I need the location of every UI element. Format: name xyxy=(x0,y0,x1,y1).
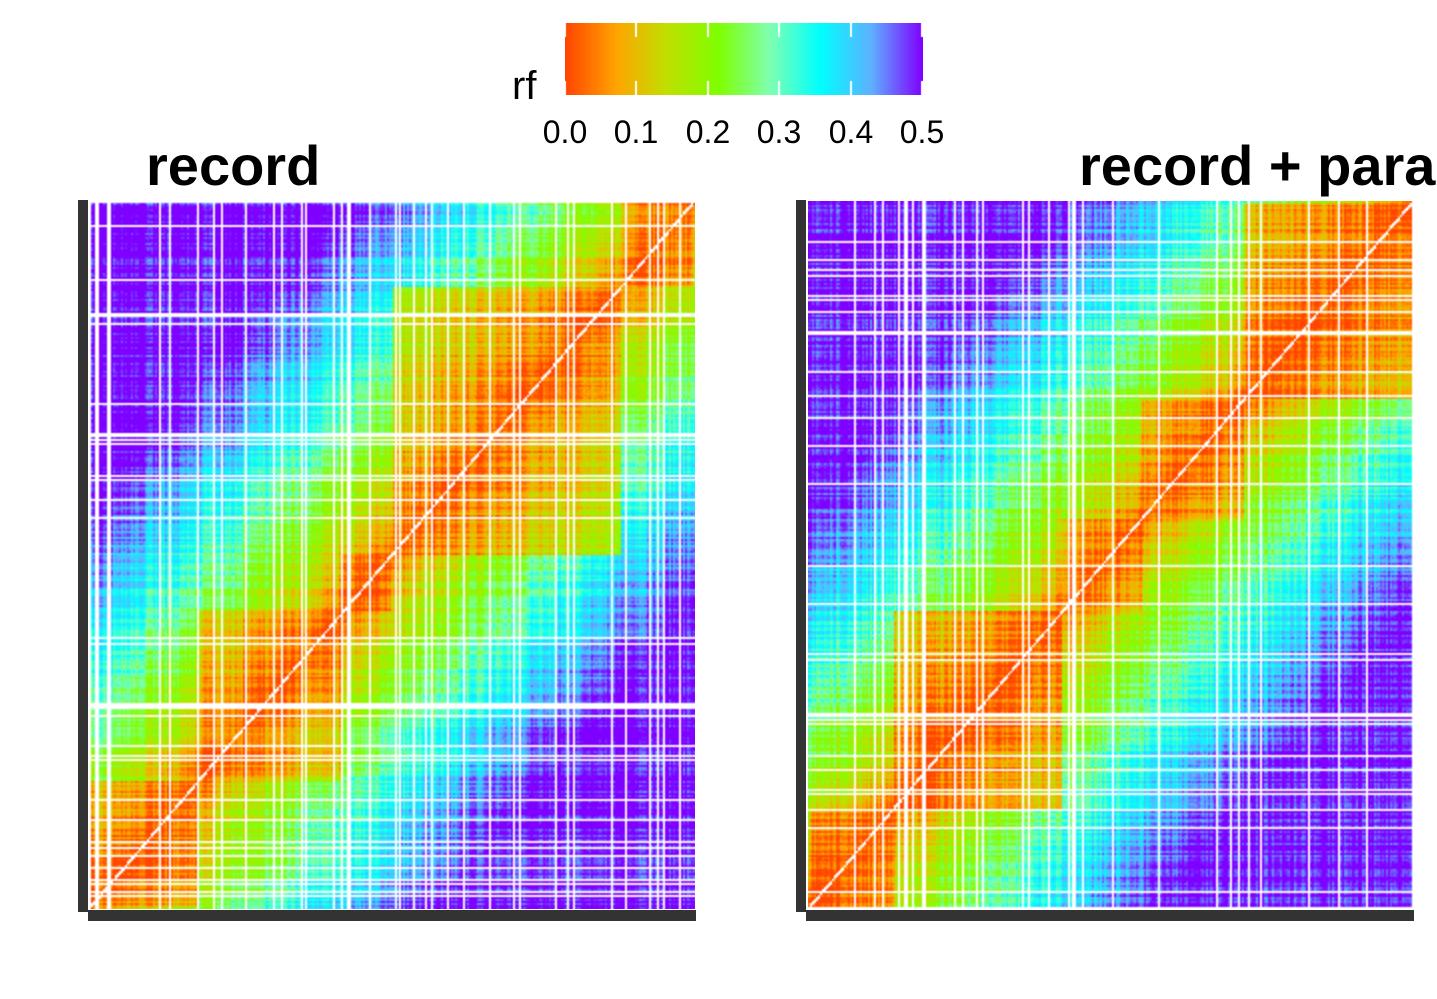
y-axis-line xyxy=(796,200,806,912)
legend-tick: 0.0 xyxy=(542,114,588,150)
legend-tick: 0.3 xyxy=(756,114,802,150)
legend-colorbar xyxy=(565,23,923,95)
heatmap-cells xyxy=(89,201,695,909)
legend-tick: 0.2 xyxy=(685,114,731,150)
y-axis-line xyxy=(78,200,88,912)
panel-title: record + para xyxy=(1079,134,1436,197)
legend-tick: 0.1 xyxy=(613,114,659,150)
heatmap-area xyxy=(89,201,695,909)
panel-title: record xyxy=(146,134,321,197)
legend-tick: 0.5 xyxy=(899,114,945,150)
heatmap-area xyxy=(808,201,1414,909)
x-axis-line xyxy=(806,910,1414,921)
legend-tick: 0.4 xyxy=(828,114,874,150)
x-axis-line xyxy=(88,910,696,921)
heatmap-cells xyxy=(808,201,1414,909)
legend-title: rf xyxy=(512,64,537,108)
